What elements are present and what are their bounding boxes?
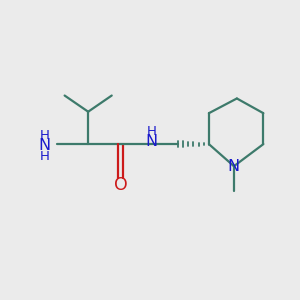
Text: H: H (146, 125, 156, 138)
Text: H: H (40, 129, 50, 142)
Text: N: N (39, 138, 51, 153)
Text: H: H (40, 150, 50, 163)
Text: N: N (146, 134, 158, 149)
Text: N: N (228, 159, 240, 174)
Text: O: O (114, 176, 128, 194)
